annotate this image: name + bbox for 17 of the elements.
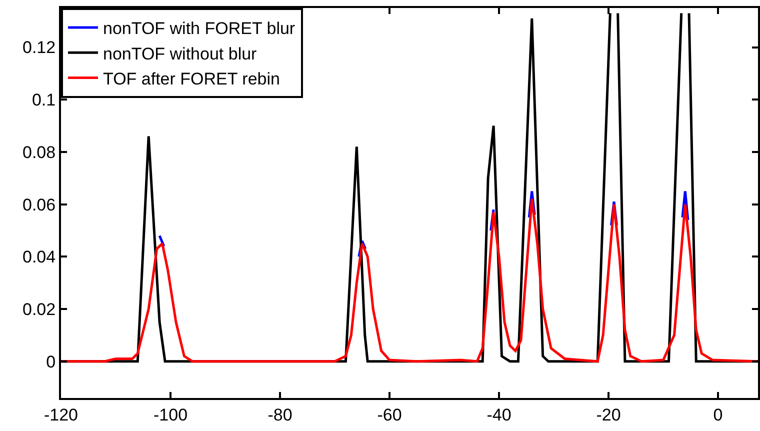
x-tick-label: -120 bbox=[44, 405, 78, 424]
legend-label: nonTOF without blur bbox=[103, 44, 258, 64]
y-tick-label: 0.06 bbox=[22, 195, 56, 214]
y-tick-label: 0.12 bbox=[22, 38, 56, 58]
y-tick-label: 0.02 bbox=[22, 300, 56, 319]
legend-label: TOF after FORET rebin bbox=[103, 69, 280, 88]
y-tick-label: 0 bbox=[46, 352, 56, 372]
x-tick-label: 0 bbox=[713, 405, 723, 424]
legend-label: nonTOF with FORET blur bbox=[103, 19, 296, 38]
x-tick-label: -40 bbox=[486, 405, 512, 424]
y-tick-label: 0.1 bbox=[32, 90, 56, 110]
x-tick-label: -100 bbox=[153, 405, 188, 424]
x-tick-label: -80 bbox=[268, 405, 292, 424]
y-tick-label: 0.08 bbox=[22, 142, 56, 162]
x-tick-label: -60 bbox=[377, 405, 402, 424]
x-tick-label: -20 bbox=[596, 405, 621, 424]
y-tick-label: 0.04 bbox=[22, 248, 56, 267]
